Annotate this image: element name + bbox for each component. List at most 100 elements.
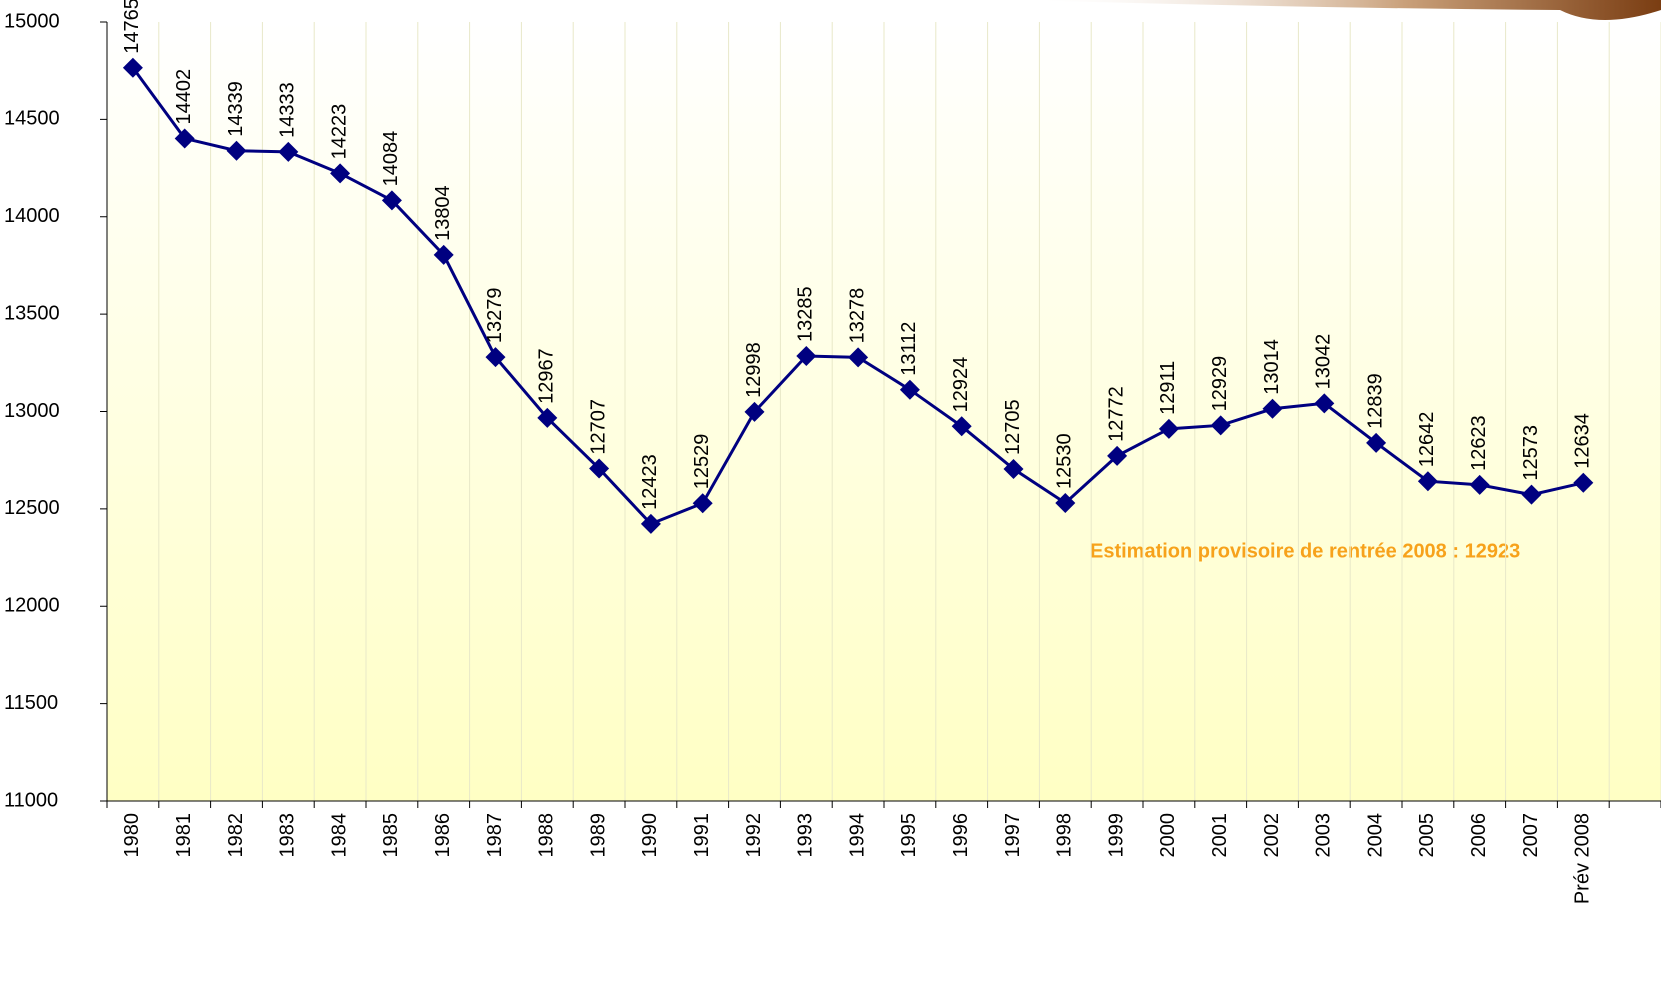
x-tick-label: 1998 [1054, 813, 1076, 858]
x-tick-label: 1989 [587, 813, 609, 858]
marker [226, 140, 247, 161]
x-tick-label: Prév 2008 [1572, 813, 1594, 904]
data-label: 14333 [277, 82, 299, 138]
data-label: 12705 [1002, 399, 1024, 455]
annotation: Estimation provisoire de rentrée 2008 : … [1090, 540, 1520, 562]
marker [899, 379, 920, 400]
data-label: 13014 [1261, 339, 1283, 395]
data-label: 12911 [1157, 361, 1179, 415]
y-tick-label: 13000 [4, 400, 60, 422]
marker [1573, 472, 1594, 493]
marker [1055, 493, 1076, 514]
data-label: 12839 [1364, 373, 1386, 429]
marker [122, 57, 143, 78]
marker [1366, 432, 1387, 453]
data-label: 12772 [1105, 386, 1127, 442]
data-label: 12998 [743, 342, 765, 398]
data-label: 14765 [121, 0, 143, 54]
data-label: 14402 [173, 69, 195, 125]
marker [1314, 393, 1335, 414]
marker [433, 244, 454, 265]
x-tick-label: 1982 [225, 813, 247, 858]
x-tick-label: 2000 [1157, 813, 1179, 858]
marker [1003, 458, 1024, 479]
x-tick-label: 1991 [691, 813, 713, 858]
data-label: 13285 [795, 286, 817, 342]
y-tick-label: 11000 [4, 789, 58, 811]
marker [330, 163, 351, 184]
data-label: 12707 [587, 399, 609, 455]
y-tick-label: 14500 [4, 108, 60, 130]
x-tick-label: 1995 [898, 813, 920, 858]
marker [485, 347, 506, 368]
x-tick-label: 1980 [121, 813, 143, 858]
x-tick-label: 1997 [1002, 813, 1024, 858]
data-label: 13112 [898, 322, 920, 376]
data-label: 12929 [1209, 356, 1231, 412]
marker [640, 513, 661, 534]
marker [1158, 418, 1179, 439]
x-tick-label: 2003 [1313, 813, 1335, 858]
y-tick-label: 11500 [4, 692, 58, 714]
decoration [1020, 0, 1661, 20]
marker [951, 416, 972, 437]
x-tick-label: 1994 [846, 813, 868, 858]
y-tick-label: 12000 [4, 595, 60, 617]
data-label: 13042 [1313, 334, 1335, 390]
marker [1210, 415, 1231, 436]
data-label: 13278 [846, 288, 868, 344]
marker [1107, 445, 1128, 466]
data-label: 12967 [536, 348, 558, 404]
data-label: 12423 [639, 454, 661, 510]
x-tick-label: 1986 [432, 813, 454, 858]
y-tick-label: 15000 [4, 10, 60, 32]
marker [796, 345, 817, 366]
data-label: 12573 [1520, 425, 1542, 481]
x-tick-label: 1988 [536, 813, 558, 858]
x-tick-label: 1999 [1105, 813, 1127, 858]
data-label: 12530 [1054, 433, 1076, 489]
marker [1521, 484, 1542, 505]
data-label: 14084 [380, 131, 402, 187]
marker [278, 141, 299, 162]
x-tick-label: 1992 [743, 813, 765, 858]
marker [1469, 474, 1490, 495]
marker [1262, 398, 1283, 419]
data-label: 12642 [1416, 412, 1438, 468]
x-tick-label: 1981 [173, 813, 195, 858]
y-tick-label: 14000 [4, 205, 60, 227]
data-label: 13279 [484, 288, 506, 344]
x-tick-label: 2001 [1209, 813, 1231, 858]
marker [381, 190, 402, 211]
x-tick-label: 1987 [484, 813, 506, 858]
marker [589, 458, 610, 479]
data-label: 13804 [432, 185, 454, 241]
data-label: 14339 [225, 81, 247, 137]
y-tick-label: 12500 [4, 497, 60, 519]
data-label: 12924 [950, 357, 972, 413]
marker [692, 493, 713, 514]
x-tick-label: 1985 [380, 813, 402, 858]
data-label: 12623 [1468, 415, 1490, 471]
x-tick-label: 2005 [1416, 813, 1438, 858]
x-tick-label: 1984 [328, 813, 350, 858]
marker [537, 407, 558, 428]
x-tick-label: 1993 [795, 813, 817, 858]
x-tick-label: 2007 [1520, 813, 1542, 858]
x-tick-label: 1983 [277, 813, 299, 858]
data-label: 14223 [328, 104, 350, 160]
x-tick-label: 2002 [1261, 813, 1283, 858]
x-tick-label: 2006 [1468, 813, 1490, 858]
data-label: 12634 [1572, 413, 1594, 469]
y-tick-label: 13500 [4, 302, 60, 324]
marker [744, 401, 765, 422]
x-tick-label: 1996 [950, 813, 972, 858]
data-label: 12529 [691, 434, 713, 490]
marker [1417, 471, 1438, 492]
marker [848, 347, 869, 368]
marker [174, 128, 195, 149]
x-tick-label: 1990 [639, 813, 661, 858]
x-tick-label: 2004 [1364, 813, 1386, 858]
